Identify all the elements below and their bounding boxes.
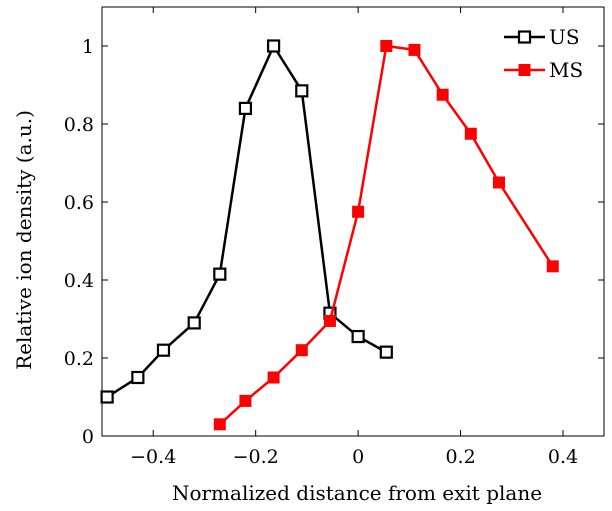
data-point-us xyxy=(295,84,309,98)
data-point-ms xyxy=(408,43,421,56)
plot-frame xyxy=(101,6,605,437)
data-point-us xyxy=(379,345,393,359)
x-tick-label: 0.4 xyxy=(548,446,578,468)
legend-label: MS xyxy=(549,58,583,82)
data-point-us xyxy=(131,370,145,385)
y-tick-label: 0.8 xyxy=(64,114,94,136)
data-point-ms xyxy=(546,260,559,273)
series-line-ms xyxy=(218,44,554,426)
data-point-us xyxy=(213,267,227,281)
data-point-ms xyxy=(239,394,252,407)
data-point-us xyxy=(187,316,201,330)
legend: US MS xyxy=(504,25,583,82)
series-ms xyxy=(213,40,559,431)
y-tick-label: 1 xyxy=(82,36,94,58)
x-axis-label: Normalized distance from exit plane xyxy=(172,481,542,505)
legend-entry-us: US xyxy=(504,25,580,49)
data-point-ms xyxy=(352,205,365,218)
y-tick-label: 0 xyxy=(82,426,94,448)
legend-label: US xyxy=(549,25,580,49)
legend-swatch-marker xyxy=(517,30,532,44)
y-tick-label: 0.6 xyxy=(64,192,94,214)
data-point-us xyxy=(100,390,114,404)
data-point-us xyxy=(238,101,253,116)
data-point-us xyxy=(156,343,171,357)
x-tick-label: −0.4 xyxy=(130,446,176,468)
x-tick-label: −0.2 xyxy=(233,446,279,468)
series-us xyxy=(100,39,393,404)
y-axis-label: Relative ion density (a.u.) xyxy=(12,110,36,370)
data-point-us xyxy=(351,329,365,344)
data-point-ms xyxy=(436,88,449,101)
y-tick-label: 0.2 xyxy=(64,348,94,370)
data-point-ms xyxy=(213,418,226,431)
legend-entry-ms: MS xyxy=(504,58,583,82)
data-point-ms xyxy=(464,127,477,140)
data-point-ms xyxy=(492,176,505,189)
series-line-us xyxy=(106,44,387,399)
axis-ticks: −0.4 −0.2 0 0.2 0.4 0 0.2 0.4 0.6 0.8 1 xyxy=(64,7,604,468)
data-point-ms xyxy=(323,314,336,327)
data-point-us xyxy=(267,39,281,53)
series-layer xyxy=(100,39,559,431)
x-tick-label: 0 xyxy=(352,446,364,468)
plot-border xyxy=(101,6,605,437)
data-point-ms xyxy=(267,371,280,384)
x-tick-label: 0.2 xyxy=(445,446,475,468)
y-tick-label: 0.4 xyxy=(64,270,94,292)
data-point-ms xyxy=(295,344,308,357)
legend-swatch-marker xyxy=(518,64,531,76)
data-point-ms xyxy=(380,40,393,52)
